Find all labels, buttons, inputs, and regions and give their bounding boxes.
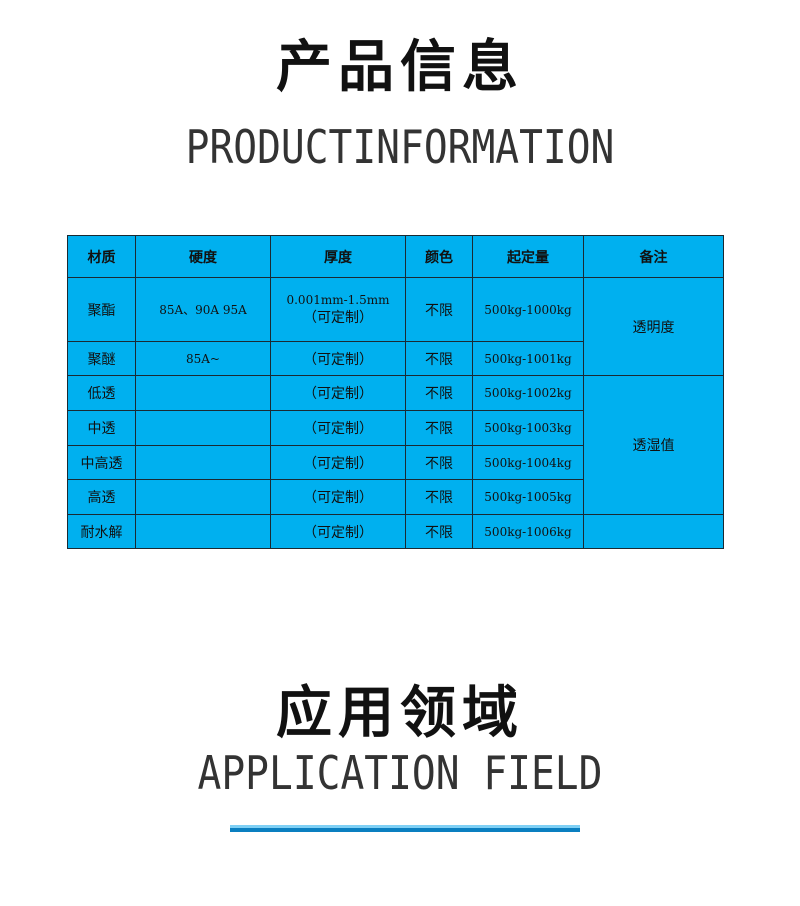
cell-color: 不限 [405,410,473,446]
table-row: 中透 （可定制） 不限 500kg-1003kg [67,410,724,446]
product-table: 材质 硬度 厚度 颜色 起定量 备注 聚酯 85A、90A 95A 0.001m… [67,235,724,549]
header-cell: 硬度 [135,235,271,278]
header-cell: 颜色 [405,235,473,278]
section-subtitle-product-info: PRODUCTINFORMATION [185,120,615,174]
section-title-application: 应用领域 [276,681,524,746]
cell-material: 高透 [67,479,136,515]
table-row: 高透 （可定制） 不限 500kg-1005kg [67,479,724,515]
cell-thickness: 0.001mm-1.5mm （可定制） [270,277,406,342]
header-cell: 起定量 [472,235,584,278]
cell-moq: 500kg-1006kg [472,514,584,549]
cell-color: 不限 [405,479,473,515]
cell-color: 不限 [405,341,473,376]
cell-hardness [135,445,271,480]
cell-thickness: （可定制） [270,410,406,446]
header-cell: 厚度 [270,235,406,278]
cell-thickness: （可定制） [270,375,406,411]
cell-hardness [135,479,271,515]
header-cell: 备注 [583,235,724,278]
cell-moq: 500kg-1004kg [472,445,584,480]
cell-moq: 500kg-1002kg [472,375,584,411]
cell-thickness: （可定制） [270,514,406,549]
table-row: 聚醚 85A~ （可定制） 不限 500kg-1001kg [67,341,724,376]
cell-thickness: （可定制） [270,445,406,480]
table-row: 低透 （可定制） 不限 500kg-1002kg 透湿值 [67,375,724,515]
cell-hardness [135,410,271,446]
cell-remark: 透明度 [583,277,724,376]
cell-thickness: （可定制） [270,341,406,376]
table-header-row: 材质 硬度 厚度 颜色 起定量 备注 [67,235,724,278]
cell-color: 不限 [405,445,473,480]
table-row: 中高透 （可定制） 不限 500kg-1004kg [67,445,724,480]
cell-remark: 透湿值 [583,375,724,515]
cell-moq: 500kg-1003kg [472,410,584,446]
thickness-note: （可定制） [303,309,373,326]
table-row: 聚酯 85A、90A 95A 0.001mm-1.5mm （可定制） 不限 500… [67,277,724,376]
header-cell: 材质 [67,235,136,278]
cell-moq: 500kg-1000kg [472,277,584,342]
cell-material: 聚酯 [67,277,136,342]
divider-bar [230,825,580,832]
cell-color: 不限 [405,514,473,549]
table-row: 耐水解 （可定制） 不限 500kg-1006kg [67,514,724,549]
cell-material: 耐水解 [67,514,136,549]
section-title-product-info: 产品信息 [276,35,524,100]
thickness-range: 0.001mm-1.5mm [286,292,390,307]
cell-material: 中高透 [67,445,136,480]
cell-moq: 500kg-1005kg [472,479,584,515]
cell-material: 中透 [67,410,136,446]
cell-remark [583,514,724,549]
cell-hardness [135,514,271,549]
cell-material: 聚醚 [67,341,136,376]
cell-color: 不限 [405,277,473,342]
cell-hardness: 85A~ [135,341,271,376]
cell-hardness: 85A、90A 95A [135,277,271,342]
cell-hardness [135,375,271,411]
section-subtitle-application: APPLICATION FIELD [197,746,603,800]
cell-material: 低透 [67,375,136,411]
cell-moq: 500kg-1001kg [472,341,584,376]
cell-thickness: （可定制） [270,479,406,515]
cell-color: 不限 [405,375,473,411]
